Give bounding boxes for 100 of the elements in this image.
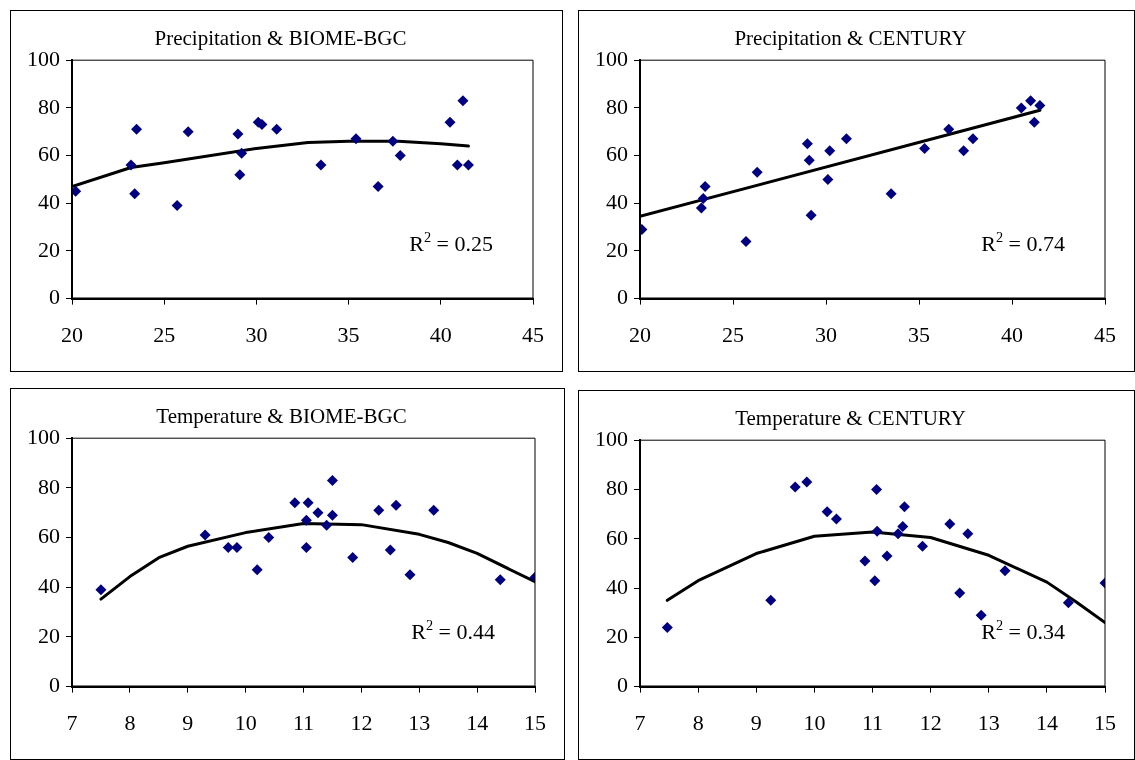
point: [916, 540, 928, 552]
point: [805, 209, 817, 221]
point: [859, 555, 871, 567]
y-tick-label: 20: [38, 236, 60, 262]
point: [699, 181, 711, 193]
point: [803, 154, 815, 166]
point: [824, 145, 836, 157]
y-tick-label: 100: [595, 425, 628, 451]
x-tick-label: 8: [124, 709, 136, 735]
point: [958, 145, 970, 157]
x-tick-label: 11: [292, 709, 315, 735]
point: [494, 574, 506, 586]
point: [457, 95, 469, 107]
y-tick-label: 80: [606, 93, 628, 119]
point: [315, 159, 327, 171]
x-tick-label: 13: [977, 709, 1000, 735]
y-tick-label: 100: [27, 45, 60, 71]
x-tick-label: 40: [1001, 321, 1023, 347]
point: [871, 483, 883, 495]
point: [881, 550, 893, 562]
point: [954, 587, 966, 599]
x-tick-label: 12: [350, 709, 373, 735]
point: [300, 542, 312, 553]
x-tick-label: 10: [234, 709, 257, 735]
point: [1034, 100, 1046, 111]
point: [231, 542, 243, 553]
y-tick-label: 40: [38, 189, 60, 215]
point: [326, 509, 338, 521]
point: [428, 504, 440, 516]
y-tick-label: 0: [617, 284, 628, 310]
x-tick-label: 25: [153, 321, 176, 347]
y-tick-label: 20: [606, 236, 628, 262]
point: [373, 504, 385, 516]
x-tick-label: 15: [524, 709, 546, 735]
point: [885, 188, 897, 200]
x-tick-label: 35: [908, 321, 930, 347]
y-tick-label: 0: [49, 284, 60, 310]
point: [404, 569, 416, 581]
point: [661, 621, 673, 633]
point: [271, 123, 283, 135]
x-tick-label: 12: [919, 709, 942, 735]
point: [182, 126, 194, 138]
point: [919, 142, 931, 154]
point: [751, 166, 763, 178]
x-tick-label: 40: [429, 321, 452, 347]
point: [171, 200, 183, 212]
point: [125, 159, 137, 171]
chart-title: Temperature & CENTURY: [735, 406, 966, 431]
y-tick-label: 60: [38, 523, 60, 549]
point: [830, 513, 842, 525]
point: [394, 150, 406, 162]
point: [444, 116, 456, 128]
point: [372, 181, 384, 193]
x-tick-label: 13: [408, 709, 431, 735]
point: [967, 133, 979, 145]
point: [789, 481, 801, 493]
point: [740, 235, 752, 247]
point: [975, 609, 987, 621]
y-tick-label: 100: [595, 45, 628, 71]
point: [131, 123, 143, 135]
point: [962, 528, 974, 540]
point: [822, 173, 834, 185]
y-tick-label: 100: [27, 423, 60, 449]
point: [462, 159, 474, 171]
point: [898, 501, 910, 513]
point: [765, 594, 777, 606]
x-tick-label: 35: [337, 321, 360, 347]
point: [1015, 102, 1027, 114]
point: [697, 192, 709, 204]
y-tick-label: 60: [38, 141, 60, 167]
point: [695, 202, 707, 214]
point: [350, 133, 362, 145]
chart-title: Precipitation & CENTURY: [734, 26, 967, 51]
point: [897, 520, 909, 532]
point: [199, 529, 211, 541]
point: [999, 565, 1011, 577]
x-tick-label: 15: [1094, 709, 1116, 735]
point: [1028, 116, 1040, 128]
point: [263, 532, 275, 544]
point: [300, 514, 312, 526]
x-tick-label: 30: [815, 321, 837, 347]
point: [801, 138, 813, 150]
point: [1025, 95, 1037, 107]
point: [943, 123, 955, 135]
point: [232, 128, 244, 140]
y-tick-label: 0: [49, 672, 60, 698]
point: [451, 159, 463, 171]
y-tick-label: 80: [606, 475, 628, 501]
point: [387, 135, 399, 147]
point: [840, 133, 852, 145]
point: [129, 188, 141, 200]
y-tick-label: 80: [38, 93, 60, 119]
y-tick-label: 60: [606, 141, 628, 167]
point: [289, 497, 301, 509]
point: [251, 564, 263, 576]
x-tick-label: 11: [861, 709, 884, 735]
y-tick-label: 20: [606, 623, 628, 649]
x-tick-label: 7: [66, 709, 78, 735]
y-tick-label: 0: [617, 672, 628, 698]
point: [95, 584, 107, 596]
